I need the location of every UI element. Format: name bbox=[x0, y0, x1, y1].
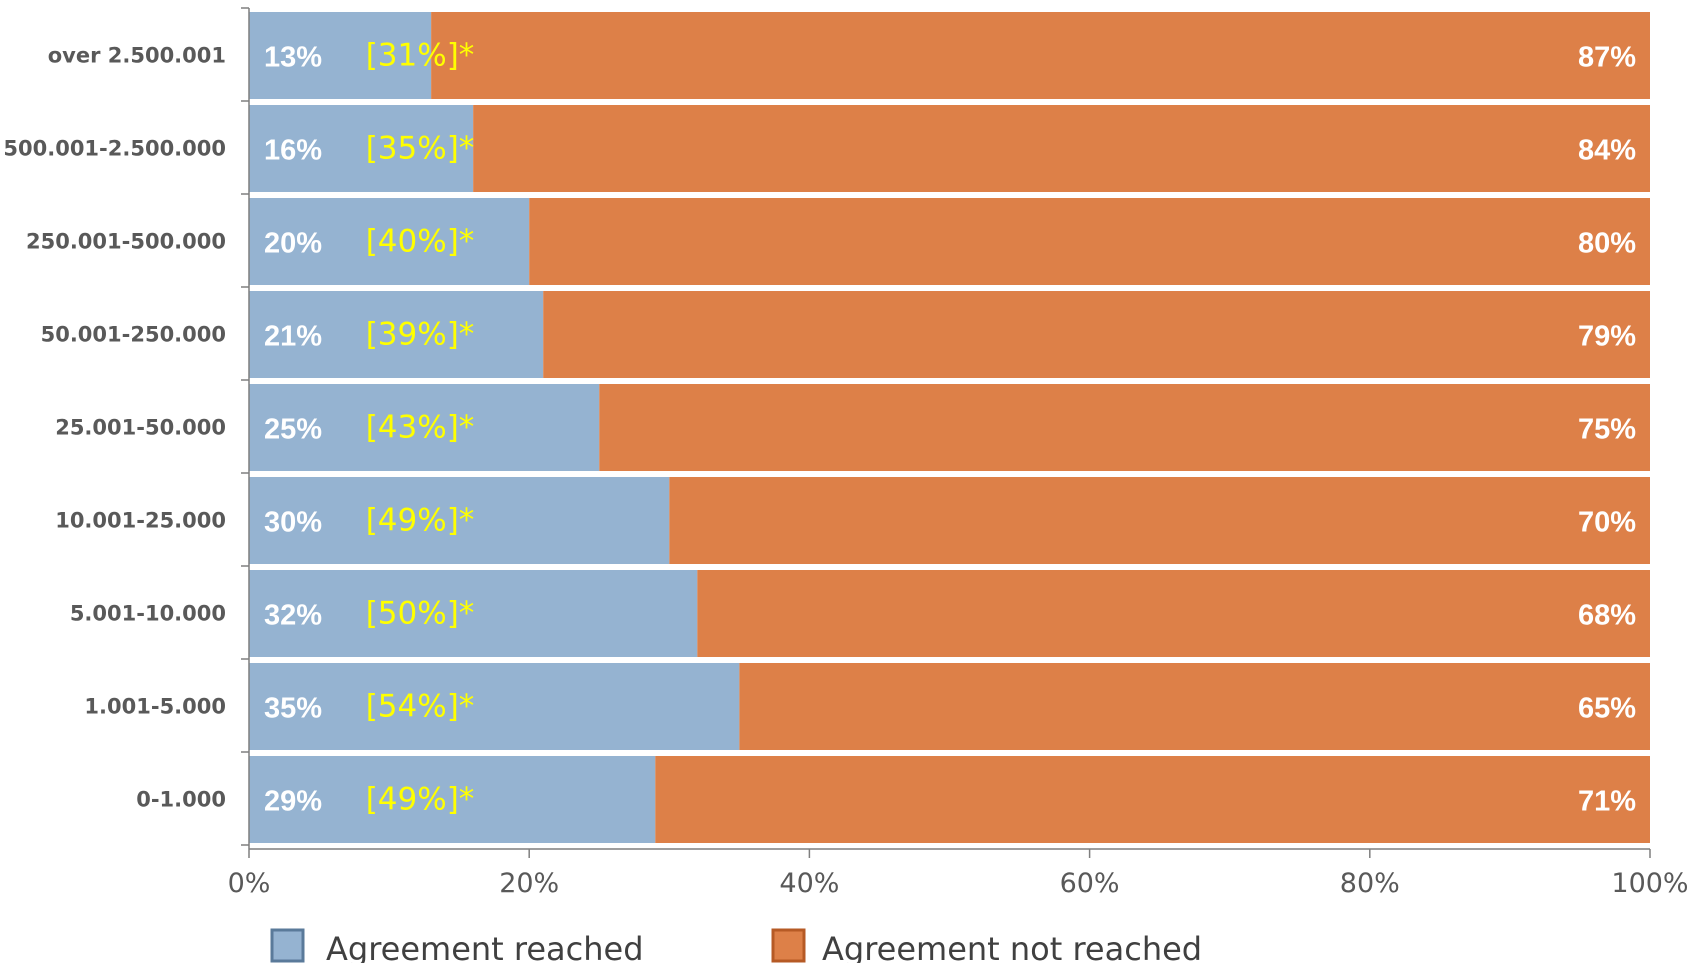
bar-not-reached bbox=[529, 198, 1651, 285]
bracket-annotation: [49%]* bbox=[366, 782, 475, 818]
bar-reached bbox=[249, 12, 432, 99]
data-label-reached: 16% bbox=[264, 135, 322, 167]
bar-not-reached bbox=[655, 756, 1650, 843]
bracket-annotation: [43%]* bbox=[366, 410, 475, 446]
data-label-not-reached: 84% bbox=[1578, 135, 1636, 167]
data-label-reached: 25% bbox=[264, 414, 322, 446]
bar-reached bbox=[249, 291, 544, 378]
category-label: 10.001-25.000 bbox=[55, 509, 226, 533]
bracket-annotation: [35%]* bbox=[366, 131, 475, 167]
bracket-annotation: [50%]* bbox=[366, 596, 475, 632]
legend-label-not-reached: Agreement not reached bbox=[822, 930, 1202, 963]
data-label-reached: 21% bbox=[264, 321, 322, 353]
data-label-not-reached: 71% bbox=[1578, 786, 1636, 818]
bar-not-reached bbox=[669, 477, 1650, 564]
bar-reached bbox=[249, 198, 530, 285]
bracket-annotation: [40%]* bbox=[366, 224, 475, 260]
data-label-reached: 20% bbox=[264, 228, 322, 260]
bar-reached bbox=[249, 105, 474, 192]
data-label-reached: 29% bbox=[264, 786, 322, 818]
data-label-reached: 32% bbox=[264, 600, 322, 632]
category-label: 1.001-5.000 bbox=[84, 695, 226, 719]
x-tick-label: 100% bbox=[1611, 868, 1688, 899]
category-label: 500.001-2.500.000 bbox=[3, 137, 226, 161]
data-label-not-reached: 70% bbox=[1578, 507, 1636, 539]
x-tick-label: 0% bbox=[228, 868, 271, 899]
bracket-annotation: [39%]* bbox=[366, 317, 475, 353]
bar-not-reached bbox=[697, 570, 1650, 657]
x-tick-label: 20% bbox=[499, 868, 559, 899]
bar-not-reached bbox=[473, 105, 1650, 192]
data-label-not-reached: 75% bbox=[1578, 414, 1636, 446]
category-label: 5.001-10.000 bbox=[70, 602, 226, 626]
data-label-reached: 30% bbox=[264, 507, 322, 539]
bar-not-reached bbox=[739, 663, 1650, 750]
bar-reached bbox=[249, 477, 670, 564]
bar-not-reached bbox=[599, 384, 1650, 471]
data-label-not-reached: 65% bbox=[1578, 693, 1636, 725]
category-label: 0-1.000 bbox=[136, 788, 226, 812]
x-tick-label: 60% bbox=[1060, 868, 1120, 899]
x-tick-label: 40% bbox=[779, 868, 839, 899]
bar-not-reached bbox=[431, 12, 1650, 99]
data-label-not-reached: 80% bbox=[1578, 228, 1636, 260]
data-label-not-reached: 68% bbox=[1578, 600, 1636, 632]
x-tick-label: 80% bbox=[1340, 868, 1400, 899]
data-label-not-reached: 87% bbox=[1578, 42, 1636, 74]
bar-reached bbox=[249, 570, 698, 657]
category-label: 50.001-250.000 bbox=[41, 323, 226, 347]
data-label-reached: 35% bbox=[264, 693, 322, 725]
bar-reached bbox=[249, 756, 656, 843]
legend-label-reached: Agreement reached bbox=[326, 930, 644, 963]
legend-swatch-not-reached bbox=[771, 928, 806, 963]
bracket-annotation: [54%]* bbox=[366, 689, 475, 725]
category-label: 250.001-500.000 bbox=[26, 230, 226, 254]
category-label: 25.001-50.000 bbox=[55, 416, 226, 440]
bar-reached bbox=[249, 663, 740, 750]
bar-not-reached bbox=[543, 291, 1651, 378]
data-label-reached: 13% bbox=[264, 42, 322, 74]
bracket-annotation: [49%]* bbox=[366, 503, 475, 539]
legend-swatch-reached bbox=[270, 928, 305, 963]
bar-reached bbox=[249, 384, 600, 471]
category-label: over 2.500.001 bbox=[48, 44, 226, 68]
data-label-not-reached: 79% bbox=[1578, 321, 1636, 353]
bracket-annotation: [31%]* bbox=[366, 38, 475, 74]
